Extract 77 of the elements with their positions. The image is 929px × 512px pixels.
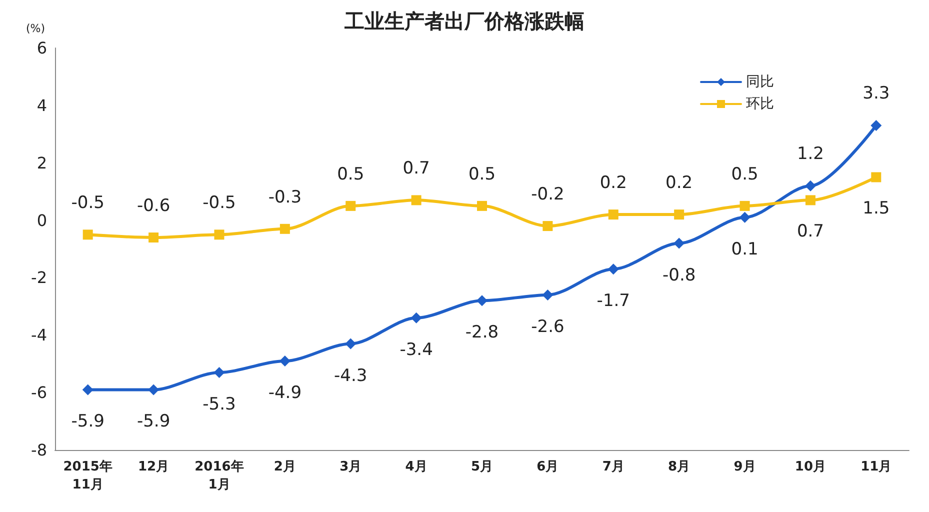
x-tick-label: 11月 [860,460,892,474]
data-label: -0.8 [662,265,696,286]
data-label: -4.9 [268,382,302,403]
point [542,221,553,232]
point [608,210,618,220]
data-label: -5.9 [71,412,104,432]
point [804,180,816,192]
data-label: -5.9 [136,412,170,432]
legend-label: 环比 [746,96,774,112]
data-label: -1.7 [596,291,630,312]
x-tick-label: 2月 [274,460,296,474]
x-tick-label: 5月 [470,460,494,474]
point [871,172,882,182]
point [542,289,554,300]
legend-label: 同比 [746,74,774,90]
data-label: 0.2 [600,173,627,194]
point [410,312,422,324]
y-tick-label: 0 [36,210,47,230]
point [279,355,290,366]
y-tick-label: -4 [31,326,47,345]
point [870,120,882,132]
data-label: 0.5 [337,164,364,184]
data-label: -4.3 [334,366,368,386]
point [148,232,159,243]
y-tick-label: -2 [31,268,47,288]
y-tick-label: -6 [31,383,47,402]
point [346,200,356,211]
data-label: 0.5 [731,164,758,184]
data-label: -2.6 [531,316,564,337]
point [674,238,685,249]
point [674,210,684,220]
data-label: -0.5 [71,193,104,214]
point [608,264,619,275]
data-label: 1.5 [862,198,890,219]
y-tick-label: 4 [36,96,47,115]
point [740,200,750,211]
data-label: -0.6 [136,196,170,216]
x-tick-label: 2015年 11月 [63,460,112,492]
data-label: 0.7 [796,222,824,242]
x-tick-label: 2016年 1月 [194,460,244,492]
point [82,230,93,240]
data-label: 0.7 [402,158,430,179]
data-label: 0.1 [731,239,758,260]
data-label: 3.3 [862,84,890,104]
data-label: -3.4 [400,340,433,360]
point [411,195,422,206]
point [148,384,160,396]
point [805,195,816,206]
data-label: -0.2 [531,184,564,205]
x-tick-label: 6月 [536,460,559,474]
data-label: -5.3 [202,394,236,414]
y-tick-label: 6 [36,38,47,58]
x-tick-label: 3月 [340,460,362,474]
data-label: -0.3 [268,187,302,208]
x-tick-label: 10月 [794,460,826,474]
x-tick-label: 4月 [405,460,428,474]
data-label: 0.5 [468,164,496,184]
point [345,338,356,350]
chart-title: 工业生产者出厂价格涨跌幅 [344,9,584,33]
point [214,230,224,240]
data-label: -0.5 [202,193,236,214]
x-tick-label: 8月 [668,460,690,474]
y-tick-label: 2 [36,153,47,172]
x-tick-label: 12月 [138,460,170,474]
point [477,200,487,211]
data-label: 1.2 [796,144,824,164]
x-tick-label: 9月 [734,460,756,474]
point [739,212,750,223]
point [280,224,290,234]
y-axis-title: (%) [26,22,45,35]
x-tick-label: 7月 [602,460,624,474]
point [476,295,488,306]
point [82,384,94,396]
point [214,366,225,378]
y-tick-label: -8 [31,440,47,460]
data-label: 0.2 [666,173,693,194]
data-label: -2.8 [465,322,499,343]
